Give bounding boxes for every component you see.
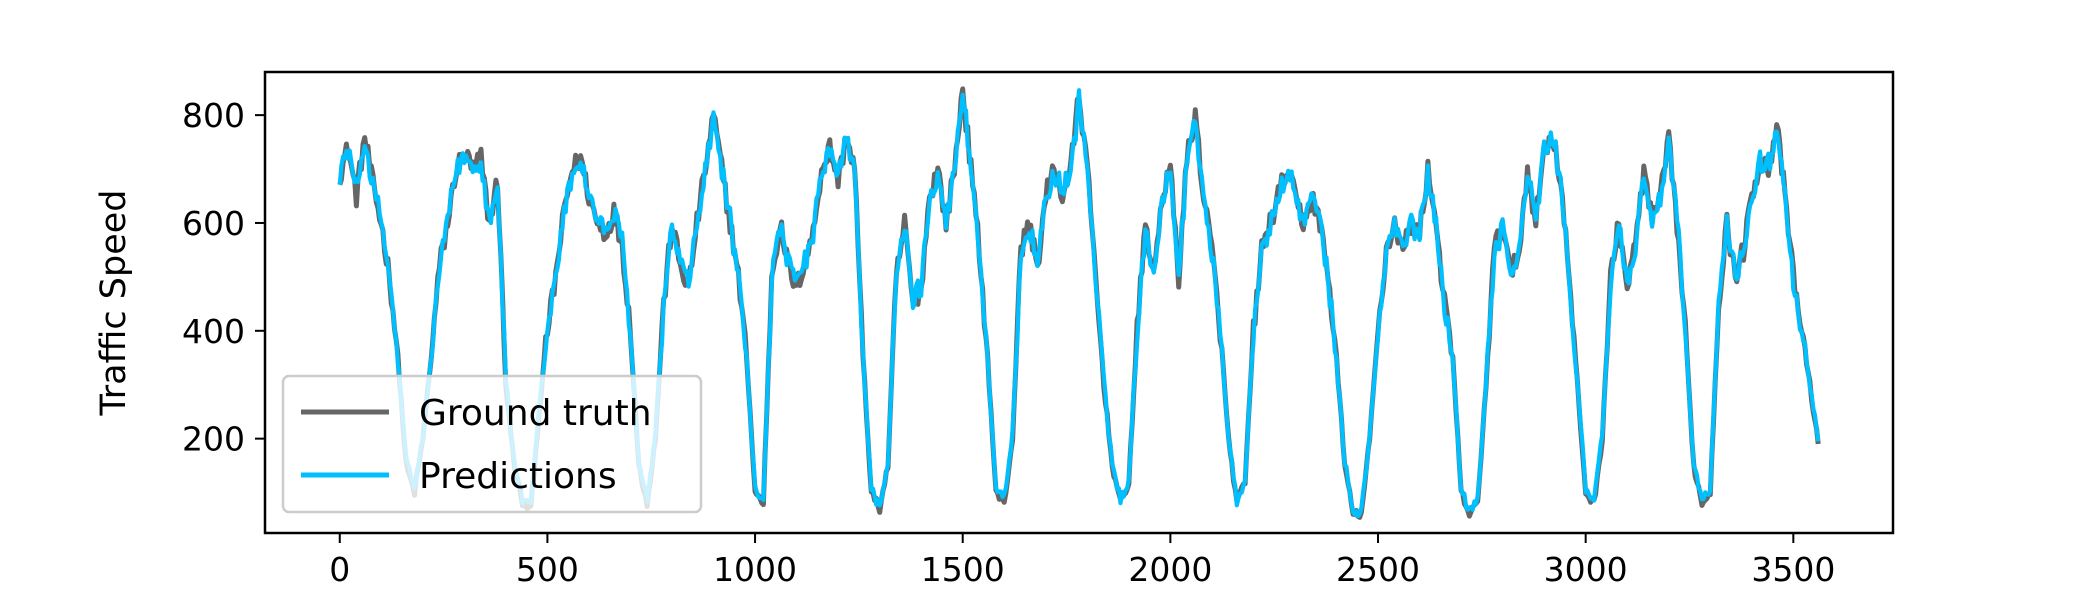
- y-tick-label: 200: [182, 420, 245, 459]
- plot-area: [337, 86, 1821, 520]
- legend-label-ground-truth: Ground truth: [419, 393, 652, 434]
- y-tick-label: 800: [182, 96, 245, 135]
- legend: Ground truth Predictions: [281, 374, 703, 514]
- series-layer: [337, 86, 1821, 520]
- y-tick-label: 400: [182, 312, 245, 351]
- y-axis: 200 400 600 800: [182, 96, 265, 459]
- x-tick-label: 2000: [1128, 550, 1212, 589]
- x-tick-label: 1500: [921, 550, 1005, 589]
- x-tick-label: 500: [516, 550, 579, 589]
- y-axis-label: Traffic Speed: [94, 190, 134, 417]
- x-axis: 0 500 1000 1500 2000 2500 3000 3500: [329, 533, 1835, 589]
- x-tick-label: 2500: [1336, 550, 1420, 589]
- y-tick-label: 600: [182, 204, 245, 243]
- series-line-predictions: [337, 88, 1821, 519]
- legend-label-predictions: Predictions: [419, 456, 617, 497]
- x-tick-label: 3500: [1751, 550, 1835, 589]
- x-tick-label: 1000: [713, 550, 797, 589]
- x-tick-label: 0: [329, 550, 350, 589]
- axes-frame: [263, 70, 1895, 535]
- x-tick-label: 3000: [1544, 550, 1628, 589]
